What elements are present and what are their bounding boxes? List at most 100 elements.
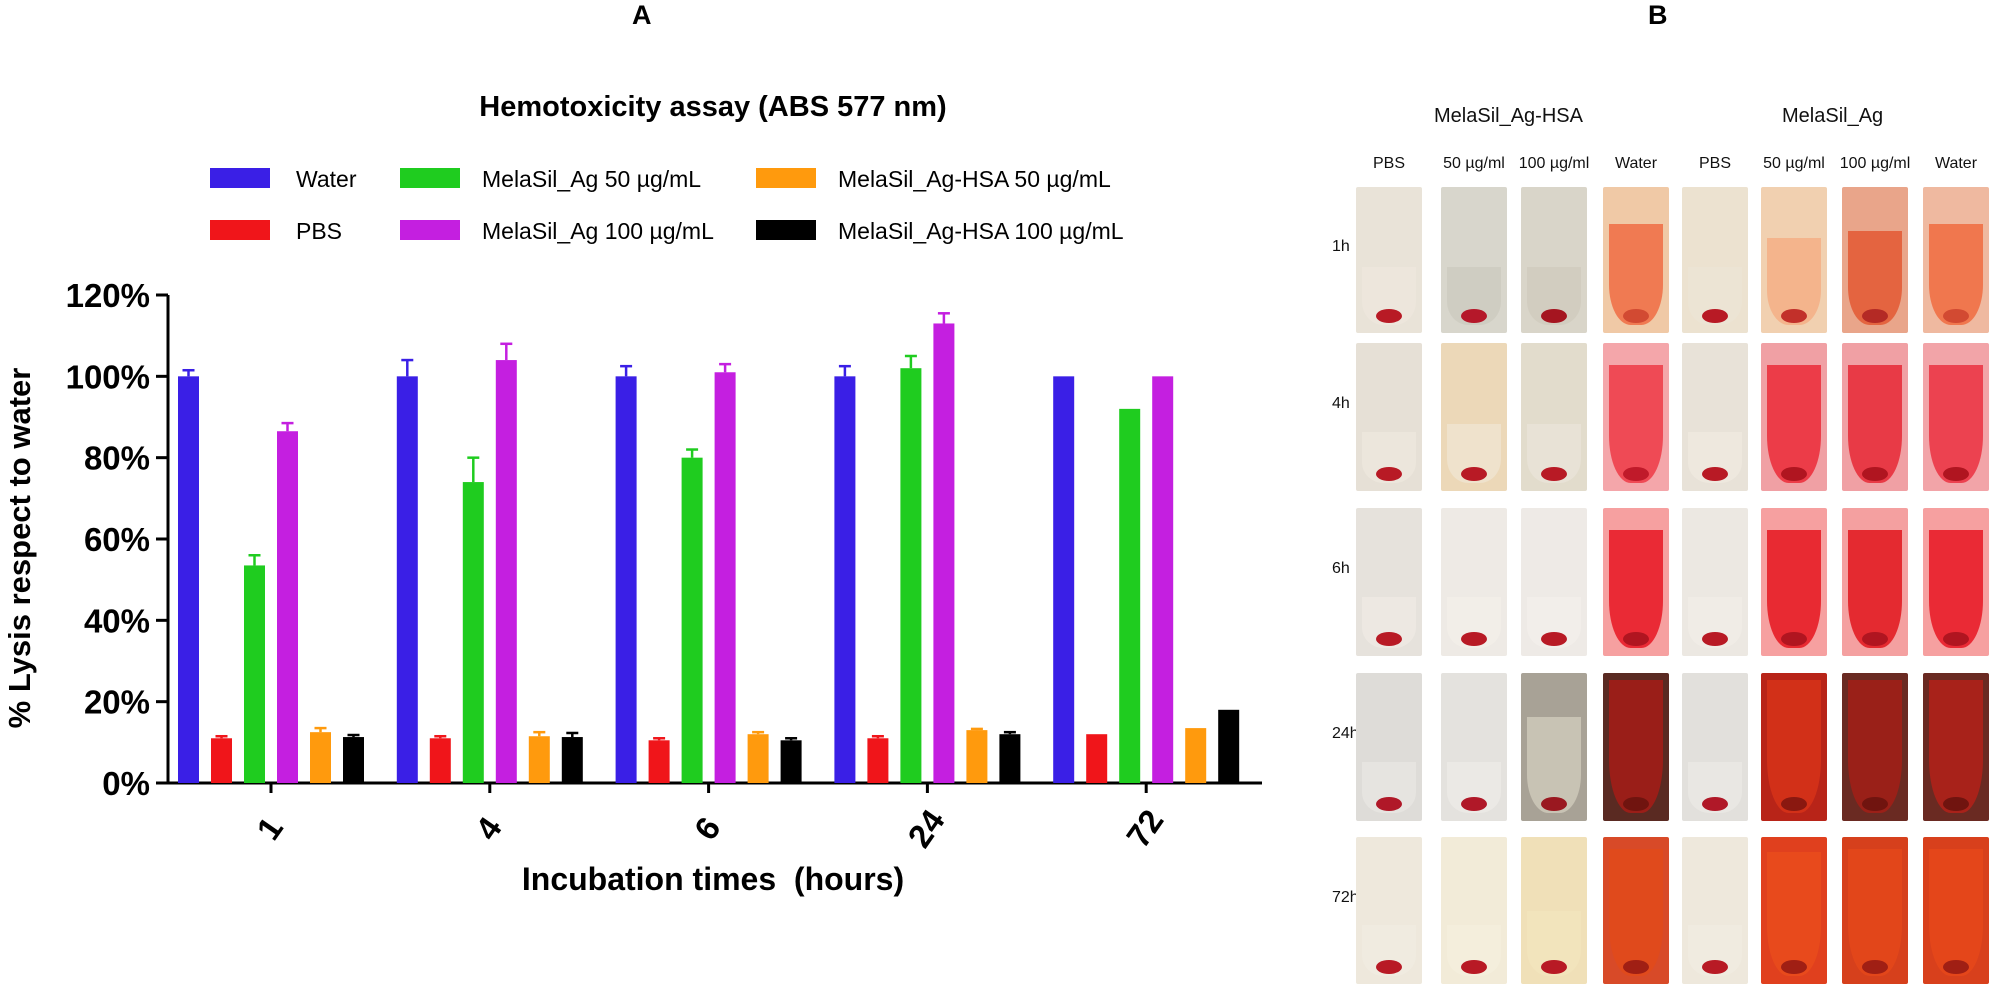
tube-photo — [1356, 508, 1422, 656]
column-label: PBS — [1372, 155, 1405, 172]
tube-photo — [1682, 187, 1748, 333]
tube-liquid — [1929, 530, 1983, 648]
bar — [396, 376, 418, 783]
tube-photo — [1761, 508, 1827, 656]
red-cell-pellet — [1862, 632, 1888, 646]
tube-photo — [1356, 343, 1422, 491]
x-tick-label: 4 — [468, 810, 509, 847]
legend-label: PBS — [296, 218, 342, 244]
column-label: Water — [1934, 155, 1978, 172]
legend-label: MelaSil_Ag 50 µg/mL — [482, 166, 701, 192]
red-cell-pellet — [1461, 309, 1487, 323]
tube-photo — [1441, 187, 1507, 333]
x-axis: 1 4 6 24 72 — [168, 781, 1262, 854]
tube-photo — [1521, 673, 1587, 821]
red-cell-pellet — [1781, 467, 1807, 481]
tube-photo — [1521, 837, 1587, 984]
legend-swatch — [756, 168, 816, 188]
tube-liquid — [1767, 530, 1821, 648]
bar — [834, 376, 856, 783]
x-tick-label: 24 — [900, 802, 952, 854]
tube-liquid — [1609, 224, 1663, 325]
tube-liquid — [1929, 365, 1983, 483]
tube-photo — [1682, 673, 1748, 821]
tube-photo — [1603, 343, 1669, 491]
tube-photo — [1356, 673, 1422, 821]
tube-liquid — [1848, 849, 1902, 976]
red-cell-pellet — [1461, 467, 1487, 481]
bar — [714, 372, 736, 783]
y-tick-label: 20% — [84, 684, 150, 721]
bar — [1086, 734, 1108, 783]
red-cell-pellet — [1781, 960, 1807, 974]
y-tick-label: 0% — [102, 765, 150, 802]
tube-liquid — [1848, 680, 1902, 813]
tube-photo — [1923, 837, 1989, 984]
tube-photo — [1842, 837, 1908, 984]
red-cell-pellet — [1541, 467, 1567, 481]
red-cell-pellet — [1781, 309, 1807, 323]
tube-liquid — [1609, 530, 1663, 648]
red-cell-pellet — [1702, 632, 1728, 646]
tube-photo — [1521, 508, 1587, 656]
legend-label: MelaSil_Ag-HSA 50 µg/mL — [838, 166, 1111, 192]
red-cell-pellet — [1623, 797, 1649, 811]
red-cell-pellet — [1862, 309, 1888, 323]
red-cell-pellet — [1541, 960, 1567, 974]
bar — [277, 431, 298, 783]
tube-photo — [1923, 187, 1989, 333]
red-cell-pellet — [1943, 467, 1969, 481]
tube-photo — [1603, 837, 1669, 984]
legend: Water PBS MelaSil_Ag 50 µg/mL MelaSil_Ag 10… — [210, 166, 1124, 244]
red-cell-pellet — [1862, 467, 1888, 481]
bar — [780, 740, 802, 783]
y-tick-label: 120% — [66, 277, 150, 314]
tube-photo — [1923, 508, 1989, 656]
tube-liquid — [1929, 680, 1983, 813]
tube-photo — [1441, 508, 1507, 656]
chart-title: Hemotoxicity assay (ABS 577 nm) — [479, 91, 946, 123]
tube-liquid — [1929, 224, 1983, 325]
tube-photo — [1682, 837, 1748, 984]
tube-photo — [1923, 343, 1989, 491]
bar — [966, 730, 988, 783]
tube-liquid — [1848, 530, 1902, 648]
tube-photo — [1842, 343, 1908, 491]
y-tick-label: 60% — [84, 521, 150, 558]
tube-photo — [1603, 673, 1669, 821]
tube-liquid — [1609, 680, 1663, 813]
x-tick-label: 72 — [1119, 803, 1170, 854]
red-cell-pellet — [1461, 797, 1487, 811]
y-tick-label: 80% — [84, 440, 150, 477]
bar — [343, 737, 364, 783]
tube-photo — [1682, 343, 1748, 491]
y-tick-label: 40% — [84, 602, 150, 639]
red-cell-pellet — [1781, 797, 1807, 811]
tube-liquid — [1609, 849, 1663, 976]
tube-photo — [1521, 187, 1587, 333]
red-cell-pellet — [1623, 309, 1649, 323]
column-label: PBS — [1698, 155, 1731, 172]
red-cell-pellet — [1376, 797, 1402, 811]
bar — [1152, 376, 1174, 783]
x-axis-label: Incubation times (hours) — [522, 861, 904, 897]
x-tick-label: 1 — [249, 810, 290, 846]
red-cell-pellet — [1376, 632, 1402, 646]
bar — [244, 565, 265, 783]
bar — [900, 368, 922, 783]
red-cell-pellet — [1781, 632, 1807, 646]
bar — [1185, 728, 1207, 783]
tube-photo — [1842, 508, 1908, 656]
bar — [561, 737, 583, 783]
bar — [681, 457, 703, 783]
column-label: Water — [1614, 155, 1658, 172]
group-title: MelaSil_Ag-HSA — [1434, 105, 1583, 127]
red-cell-pellet — [1943, 960, 1969, 974]
bar — [211, 738, 232, 783]
tube-photo — [1761, 343, 1827, 491]
bar — [462, 482, 484, 783]
bar — [747, 734, 769, 783]
bar — [1053, 376, 1075, 783]
y-axis: 0% 20% 40% 60% 80% 100% 120% — [66, 277, 170, 802]
tube-liquid — [1767, 852, 1821, 976]
